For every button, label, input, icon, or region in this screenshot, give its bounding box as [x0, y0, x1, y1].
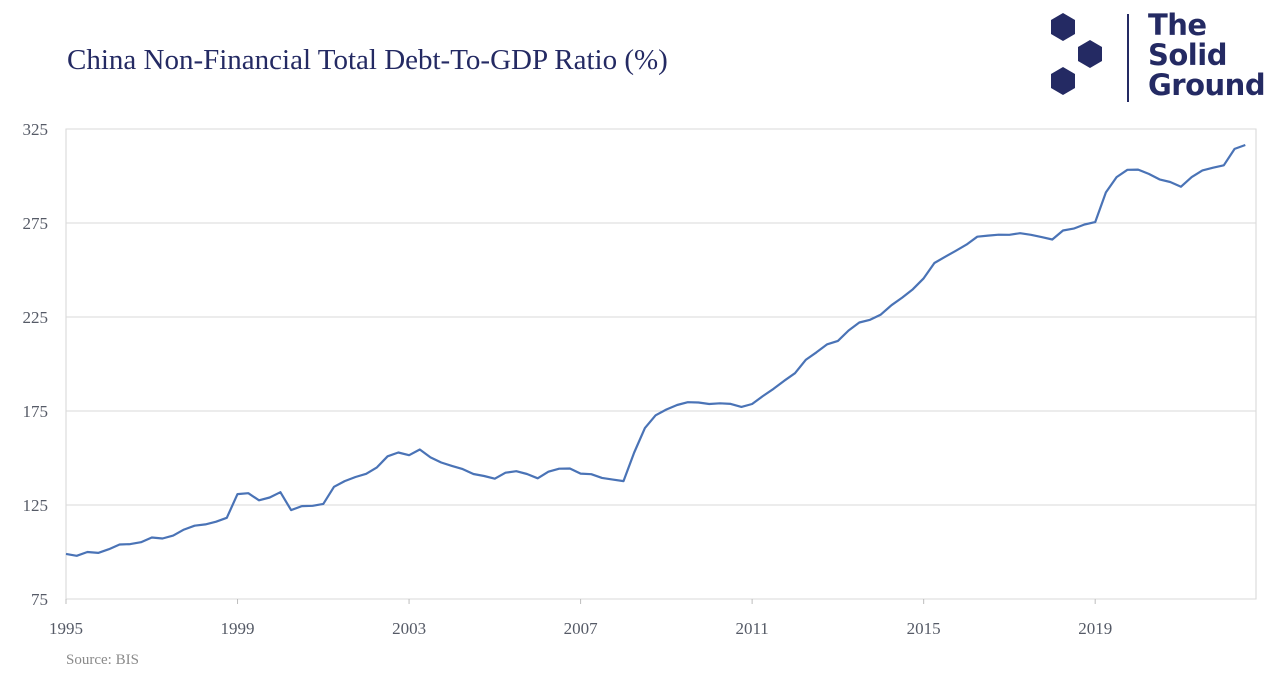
y-tick-label: 125 — [23, 496, 49, 515]
y-tick-label: 175 — [23, 402, 49, 421]
source-note: Source: BIS — [66, 652, 139, 668]
x-tick-label: 2019 — [1078, 619, 1112, 638]
x-tick-label: 1995 — [49, 619, 83, 638]
brand-logo — [1040, 10, 1270, 110]
y-tick-label: 325 — [23, 120, 49, 139]
x-tick-label: 2015 — [907, 619, 941, 638]
gridlines — [65, 128, 1257, 600]
y-tick-label: 225 — [23, 308, 49, 327]
logo-line-3: Ground — [1148, 68, 1266, 102]
x-axis-ticks: 1995 1999 2003 2007 2011 2015 2019 — [49, 599, 1112, 638]
x-tick-label: 2007 — [564, 619, 599, 638]
series-line — [65, 143, 1246, 557]
y-axis-ticks: 75 125 175 225 275 325 — [23, 120, 49, 609]
chart-title: China Non-Financial Total Debt-To-GDP Ra… — [67, 44, 668, 76]
x-tick-label: 2011 — [735, 619, 768, 638]
hexagon-logo-icon — [1051, 13, 1102, 95]
plot-frame — [65, 128, 1257, 600]
logo-line-1: The — [1148, 8, 1207, 42]
x-tick-label: 1999 — [221, 619, 255, 638]
series-layer — [65, 143, 1246, 557]
logo-wordmark: The Solid Ground — [1148, 8, 1266, 102]
logo-divider — [1127, 14, 1129, 102]
logo-line-2: Solid — [1148, 38, 1227, 72]
y-tick-label: 275 — [23, 214, 49, 233]
x-tick-label: 2003 — [392, 619, 426, 638]
y-tick-label: 75 — [31, 590, 48, 609]
